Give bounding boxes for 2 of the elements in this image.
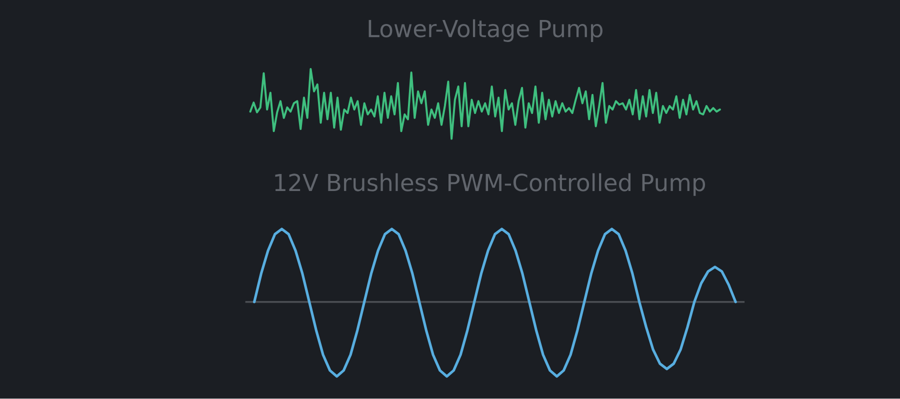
chart-title: 12V Brushless PWM-Controlled Pump — [275, 173, 706, 196]
chart-title: Lower-Voltage Pump — [368, 20, 602, 42]
